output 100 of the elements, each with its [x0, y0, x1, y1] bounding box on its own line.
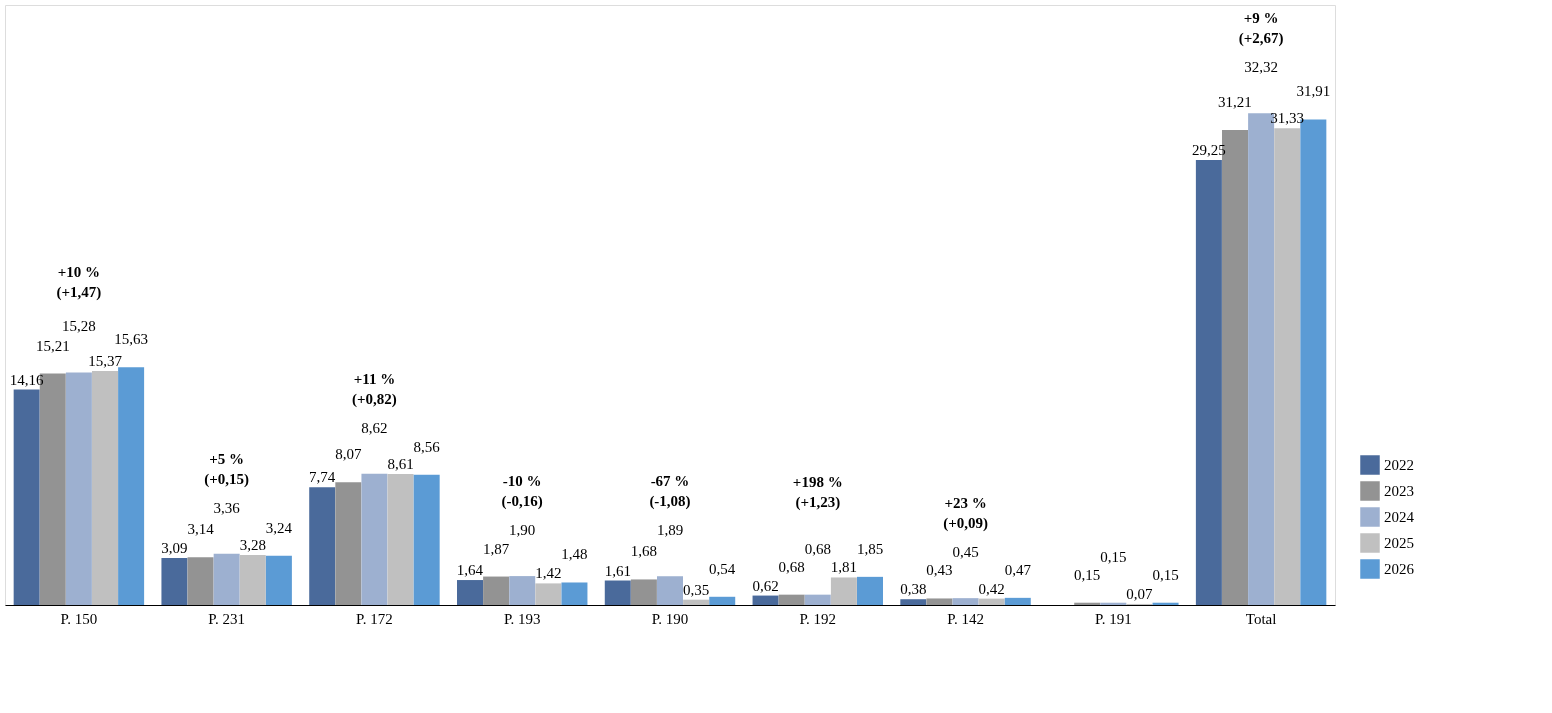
text: +9 % (+2,67) — [1238, 10, 1284, 48]
data-label: 31,91 — [1296, 83, 1331, 100]
data-label: 7,74 — [309, 469, 336, 486]
bar — [952, 598, 979, 605]
data-label: 0,62 — [752, 577, 779, 594]
data-label: 1,68 — [630, 543, 658, 560]
annotation: -10 % (-0,16) — [501, 473, 543, 511]
data-label: 0,42 — [978, 580, 1005, 597]
annotation: +198 % (+1,23) — [792, 473, 843, 511]
bar — [604, 580, 631, 605]
data-label: 1,90 — [509, 522, 536, 539]
data-label: 3,36 — [213, 499, 241, 516]
bar — [535, 583, 562, 605]
bar — [413, 474, 440, 605]
data-label: 1,87 — [482, 540, 510, 557]
legend-label: 2022 — [1384, 457, 1414, 473]
x-tick-label: P. 193 — [503, 610, 541, 627]
bar — [387, 473, 414, 605]
annotation: +11 % (+0,82) — [352, 370, 397, 408]
data-label: 0,68 — [778, 558, 805, 575]
bar — [483, 576, 510, 605]
bar — [804, 594, 831, 605]
data-label: 0,35 — [682, 581, 710, 598]
x-tick-label: Total — [1245, 610, 1277, 627]
data-label: 29,25 — [1192, 141, 1226, 158]
bar — [1195, 159, 1222, 605]
data-label: 0,54 — [709, 560, 736, 577]
legend-label: 2023 — [1384, 483, 1414, 499]
data-label: 0,47 — [1004, 561, 1032, 578]
bar — [239, 555, 266, 605]
x-tick-label: P. 142 — [947, 610, 984, 627]
data-label: 3,28 — [239, 537, 266, 554]
annotation: +10 % (+1,47) — [56, 264, 102, 302]
bar — [213, 553, 240, 605]
data-label: 0,68 — [804, 540, 831, 557]
annotation: +23 % (+0,09) — [943, 494, 988, 532]
bar — [509, 576, 536, 605]
bar — [830, 577, 857, 605]
bar — [92, 371, 118, 605]
bar — [161, 557, 188, 605]
bar — [561, 582, 588, 605]
data-label: 3,14 — [187, 521, 215, 538]
bar — [778, 594, 805, 605]
data-label: 0,43 — [926, 562, 953, 579]
bar — [630, 579, 657, 605]
data-label: 31,21 — [1218, 94, 1252, 111]
x-tick-label: P. 192 — [799, 610, 837, 627]
bar — [900, 599, 927, 605]
bar — [187, 557, 214, 605]
data-label: 15,21 — [35, 337, 70, 354]
data-label: 1,85 — [856, 540, 884, 557]
data-label: 15,28 — [62, 318, 96, 335]
data-label: 0,15 — [1100, 548, 1127, 565]
bar — [457, 580, 483, 605]
data-label: 0,45 — [952, 544, 979, 561]
data-label: 0,38 — [900, 581, 927, 598]
legend-label: 2024 — [1384, 509, 1415, 525]
data-label: 1,48 — [561, 546, 588, 563]
bar — [118, 367, 145, 605]
annotation: +5 % (+0,15) — [204, 450, 250, 488]
data-label: 1,42 — [535, 565, 562, 582]
bar — [361, 473, 388, 605]
x-tick-label: P. 231 — [208, 610, 246, 627]
bar — [1274, 128, 1301, 605]
data-label: 32,32 — [1244, 59, 1278, 76]
bar — [978, 598, 1005, 605]
data-label: 1,89 — [656, 522, 684, 539]
bar — [13, 389, 40, 605]
legend-label: 2025 — [1384, 535, 1414, 551]
bar — [926, 598, 953, 605]
data-label: 3,24 — [265, 519, 293, 536]
bar — [683, 599, 710, 605]
data-label: 0,15 — [1074, 566, 1101, 583]
x-tick-label: P. 191 — [1094, 610, 1132, 627]
data-label: 1,64 — [456, 562, 484, 579]
data-label: 31,33 — [1270, 110, 1305, 127]
data-label: 14,16 — [9, 371, 45, 388]
x-tick-label: P. 150 — [60, 610, 98, 627]
data-label: 1,81 — [830, 559, 858, 576]
x-tick-label: P. 172 — [356, 610, 393, 627]
data-label: 8,07 — [335, 446, 362, 463]
data-label: 0,15 — [1152, 566, 1179, 583]
bar — [657, 576, 683, 605]
bar — [857, 576, 883, 605]
bar — [752, 595, 779, 605]
bar — [335, 482, 362, 605]
bar — [265, 555, 292, 605]
data-label: 8,62 — [361, 419, 388, 436]
data-label: 15,63 — [114, 331, 148, 348]
data-label: 8,56 — [413, 438, 441, 455]
data-label: 1,61 — [604, 562, 631, 579]
bar — [65, 372, 92, 605]
bar — [709, 596, 736, 605]
data-label: 0,07 — [1126, 585, 1154, 602]
data-label: 8,61 — [387, 455, 414, 472]
bar — [1004, 597, 1031, 605]
bar — [309, 487, 336, 605]
annotation: -67 % (-1,08) — [649, 473, 691, 511]
x-tick-label: P. 190 — [651, 610, 689, 627]
data-label: 3,09 — [161, 539, 188, 556]
